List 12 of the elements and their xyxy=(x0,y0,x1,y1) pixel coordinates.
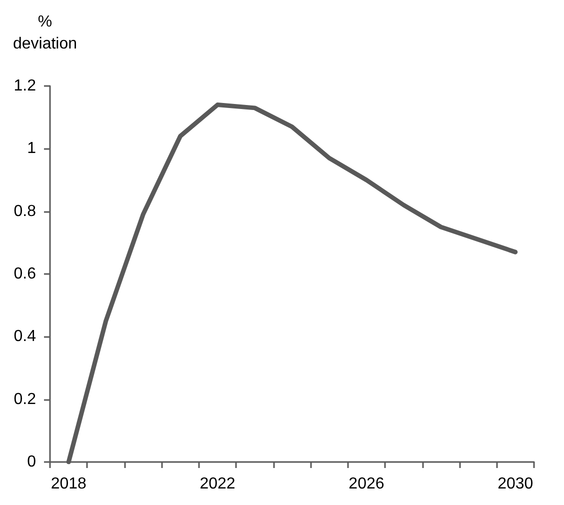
y-tick-label: 0.6 xyxy=(14,266,36,282)
x-tick-label: 2022 xyxy=(200,476,236,492)
y-tick-label: 0.8 xyxy=(14,202,36,220)
x-tick-label: 2018 xyxy=(50,476,87,492)
y-tick-label: 1 xyxy=(27,140,36,158)
x-tick-label: 2026 xyxy=(348,476,384,492)
y-axis-title: % deviation xyxy=(12,14,78,52)
y-tick-label: 1.2 xyxy=(14,78,36,94)
y-tick-label: 0 xyxy=(27,454,36,470)
y-tick-label: 0.4 xyxy=(14,328,36,346)
y-tick-label: 0.2 xyxy=(14,390,36,408)
x-tick-label: 2030 xyxy=(498,476,534,492)
